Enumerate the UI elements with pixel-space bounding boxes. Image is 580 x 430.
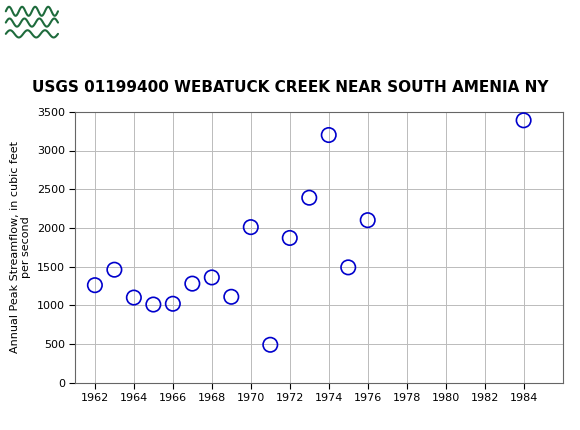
Point	[90, 282, 100, 289]
Point	[246, 224, 255, 230]
Point	[519, 117, 528, 124]
Point	[324, 132, 334, 138]
Y-axis label: Annual Peak Streamflow, in cubic feet
per second: Annual Peak Streamflow, in cubic feet pe…	[10, 141, 31, 353]
Point	[343, 264, 353, 271]
Bar	[5, 3, 71, 42]
Point	[110, 266, 119, 273]
Point	[304, 194, 314, 201]
Point	[266, 341, 275, 348]
Text: USGS: USGS	[78, 12, 147, 33]
Point	[129, 294, 139, 301]
Point	[148, 301, 158, 308]
Point	[188, 280, 197, 287]
Point	[168, 300, 177, 307]
Point	[227, 293, 236, 300]
Text: USGS 01199400 WEBATUCK CREEK NEAR SOUTH AMENIA NY: USGS 01199400 WEBATUCK CREEK NEAR SOUTH …	[32, 80, 548, 95]
Point	[285, 234, 295, 241]
Point	[363, 217, 372, 224]
Point	[207, 274, 216, 281]
